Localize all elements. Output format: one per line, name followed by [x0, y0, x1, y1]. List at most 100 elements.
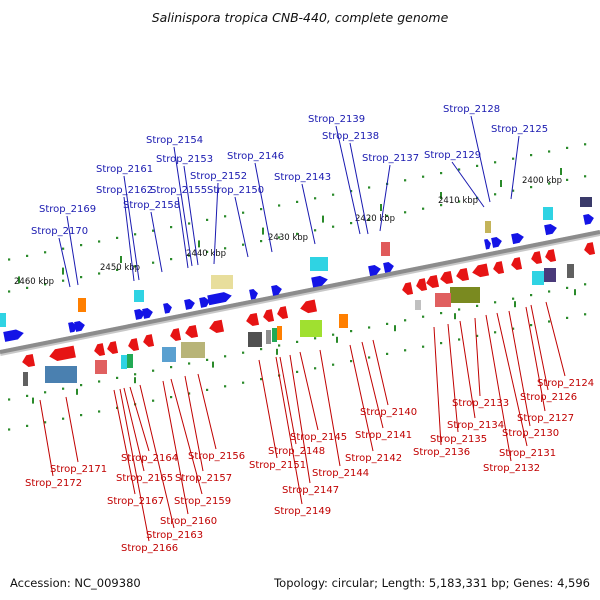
reverse-leader-line [459, 320, 476, 419]
reverse-gene-label: Strop_2124 [537, 378, 594, 389]
reverse-leader-line [139, 384, 175, 529]
reverse-gene-arrow [300, 299, 318, 314]
kbp-label: 2460 kbp [14, 277, 54, 287]
reverse-leader-line [129, 386, 150, 452]
tick-dot [8, 398, 11, 401]
reverse-leader-line [275, 356, 303, 505]
tick-dot [314, 197, 317, 200]
tick-dot [206, 218, 209, 221]
genome-backbone [0, 230, 600, 356]
tick-dot [62, 279, 65, 282]
tick-dot [62, 387, 65, 390]
tick-dot [116, 268, 119, 271]
feature-box [272, 328, 277, 342]
forward-leader-line [451, 161, 485, 208]
feature-box [78, 298, 86, 312]
forward-gene-label: Strop_2170 [31, 226, 88, 237]
reverse-gene-arrow [22, 353, 36, 368]
reverse-gene-arrow [49, 345, 76, 362]
reverse-leader-line [496, 312, 528, 447]
tick-dot [260, 240, 263, 243]
forward-gene-label: Strop_2158 [123, 200, 180, 211]
feature-box [266, 330, 271, 344]
reverse-leader-line [197, 373, 217, 450]
reverse-leader-line [447, 323, 459, 433]
tick-dot [242, 381, 245, 384]
forward-leader-line [123, 196, 135, 282]
tick-dot [224, 247, 227, 250]
forward-leader-line [177, 196, 189, 269]
forward-gene-arrow [583, 213, 594, 225]
tick-dot [44, 391, 47, 394]
forward-gene-label: Strop_2128 [443, 104, 500, 115]
tick-dot [350, 190, 353, 193]
label-leader-lines [39, 115, 566, 542]
tick-dot [170, 366, 173, 369]
forward-gene-arrow [207, 292, 232, 306]
forward-gene-label: Strop_2138 [322, 131, 379, 142]
reverse-gene-label: Strop_2172 [25, 478, 82, 489]
forward-leader-line [213, 182, 219, 265]
tick-dot [116, 236, 119, 239]
tick-dot [224, 355, 227, 358]
forward-gene-label: Strop_2129 [424, 150, 481, 161]
feature-box [415, 300, 421, 310]
tick-dot [530, 294, 533, 297]
tick-dot [170, 258, 173, 261]
reverse-leader-line [170, 378, 203, 495]
reverse-leader-line [184, 375, 204, 472]
tick-dot [314, 367, 317, 370]
forward-leader-line [349, 142, 369, 235]
tick-dot [296, 370, 299, 373]
feature-box [211, 275, 233, 289]
feature-box [544, 268, 556, 282]
reverse-gene-arrow [472, 263, 490, 278]
reverse-leader-line [349, 344, 374, 452]
tick-dot [224, 215, 227, 218]
tick-dot [512, 157, 515, 160]
tick-dot [530, 154, 533, 157]
tick-dot [512, 297, 515, 300]
tick-dot [44, 283, 47, 286]
tick-dot [584, 283, 587, 286]
feature-box [181, 342, 205, 358]
forward-gene-arrow [271, 284, 282, 296]
tick-dot [26, 424, 29, 427]
major-tick [380, 204, 382, 211]
major-tick [322, 215, 324, 223]
forward-leader-line [254, 162, 273, 253]
reverse-gene-arrow [94, 343, 106, 356]
forward-gene-label: Strop_2143 [274, 172, 331, 183]
reverse-leader-line [530, 304, 549, 391]
reverse-gene-label: Strop_2163 [146, 530, 203, 541]
reverse-gene-label: Strop_2156 [188, 451, 245, 462]
feature-box [310, 257, 328, 271]
tick-dot [116, 376, 119, 379]
tick-dot [440, 172, 443, 175]
tick-dot [170, 226, 173, 229]
tick-dot [386, 214, 389, 217]
tick-dot [170, 396, 173, 399]
reverse-gene-arrow [170, 328, 182, 341]
backbone-line [0, 230, 600, 354]
tick-dot [188, 254, 191, 257]
forward-gene-arrow [134, 308, 145, 320]
reverse-gene-arrow [456, 267, 470, 282]
tick-dot [206, 250, 209, 253]
reverse-leader-line [299, 351, 319, 431]
forward-gene-label: Strop_2137 [362, 153, 419, 164]
tick-dot [152, 369, 155, 372]
tick-dot [548, 182, 551, 185]
feature-box [567, 264, 574, 278]
tick-dot [134, 233, 137, 236]
reverse-gene-label: Strop_2130 [502, 428, 559, 439]
major-tick [198, 240, 200, 248]
forward-gene-arrow [491, 236, 502, 248]
forward-gene-arrow [142, 307, 153, 319]
tick-dot [188, 362, 191, 365]
tick-dot [350, 330, 353, 333]
topology-text: Topology: circular; Length: 5,183,331 bp… [274, 576, 590, 590]
tick-dot [404, 211, 407, 214]
reverse-gene-arrow [440, 270, 454, 285]
tick-dot [242, 351, 245, 354]
